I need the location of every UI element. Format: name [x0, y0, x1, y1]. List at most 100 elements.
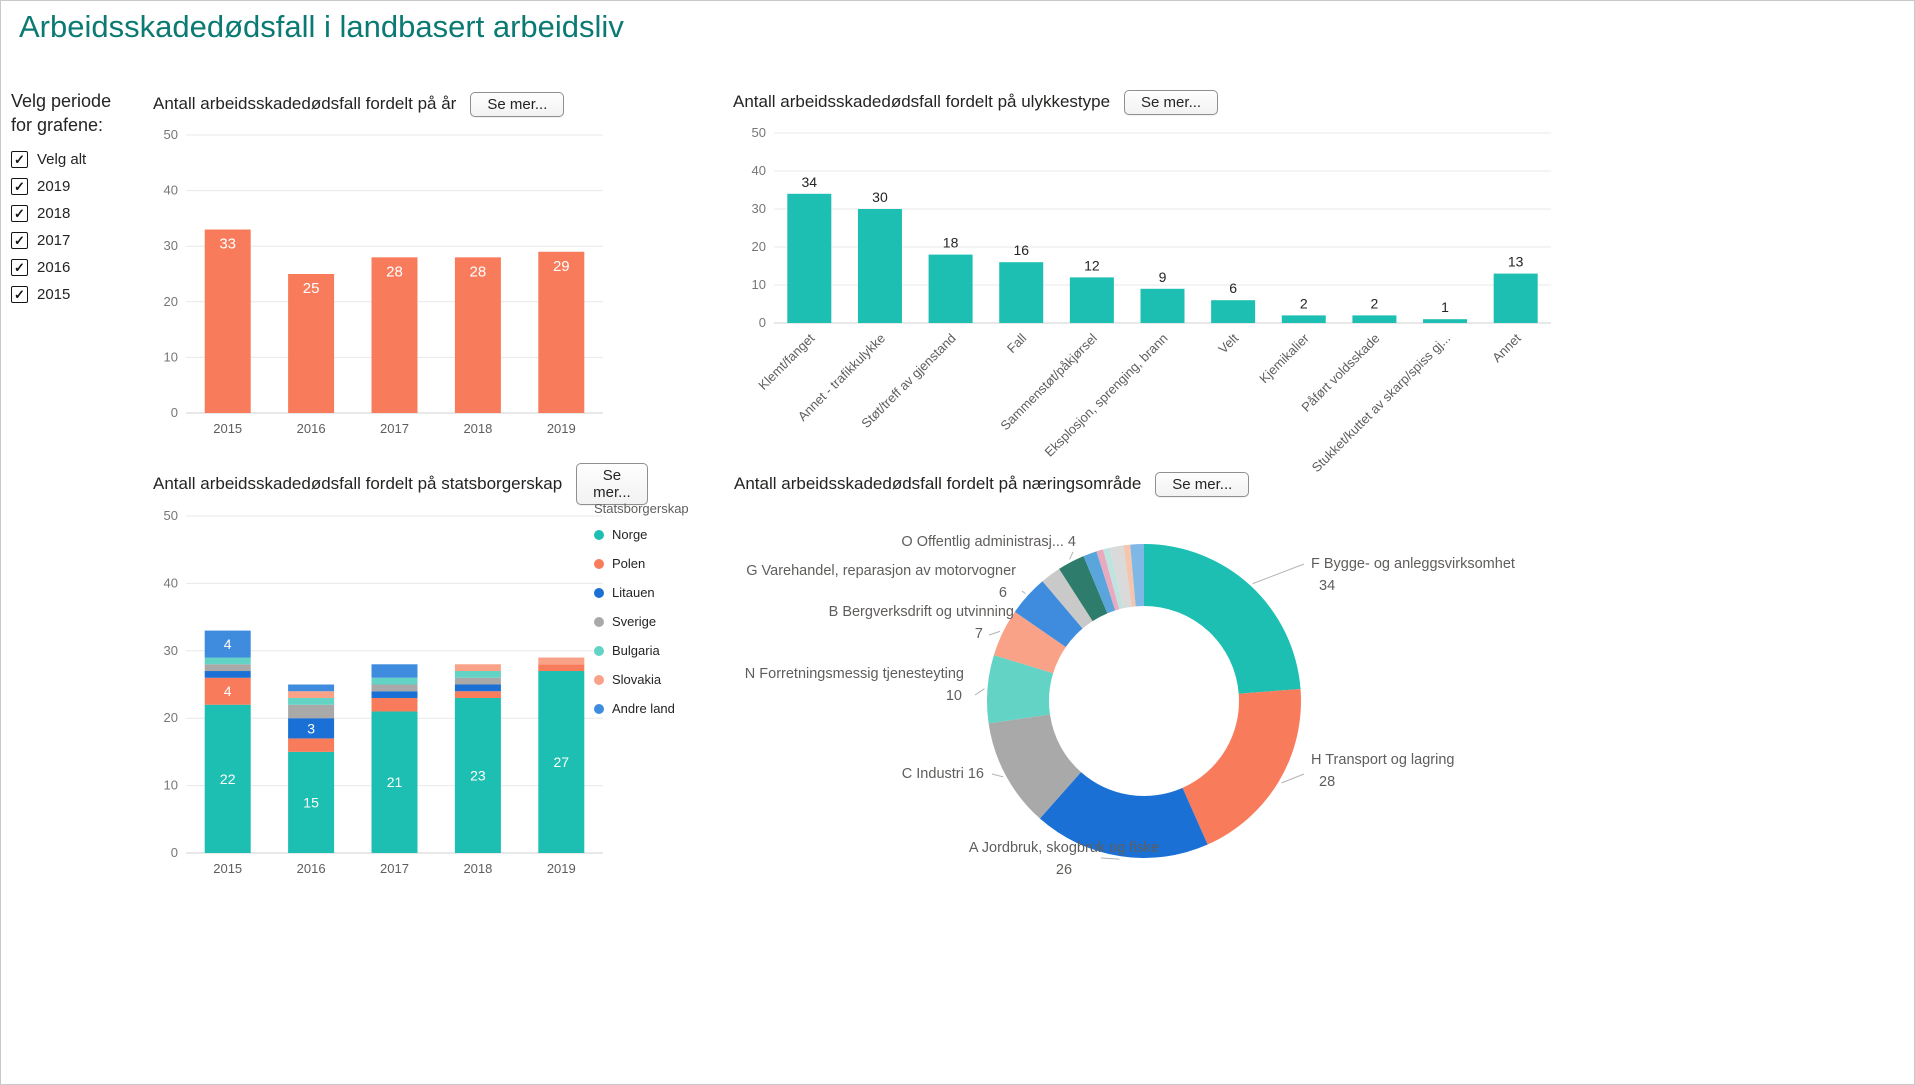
bar-Sammenstøt/påkjørsel[interactable] [1069, 277, 1114, 323]
slice-label-value: 6 [999, 585, 1007, 601]
filter-option-2018[interactable]: ✓ 2018 [11, 205, 143, 222]
checkbox-checked-icon[interactable]: ✓ [11, 232, 28, 249]
filter-options: ✓ Velg alt ✓ 2019 ✓ 2018 ✓ 2017 ✓ 2016 ✓ 2015 [11, 151, 143, 303]
filter-option-2019[interactable]: ✓ 2019 [11, 178, 143, 195]
segment-value-label: 21 [387, 774, 403, 790]
segment-Norge-2019[interactable] [538, 671, 585, 853]
bar-2016[interactable] [288, 274, 335, 413]
slice-label-name: A Jordbruk, skogbruk og fiske [969, 840, 1159, 856]
segment-Litauen-2017[interactable] [371, 691, 418, 698]
segment-Sverige-2018[interactable] [454, 677, 501, 685]
segment-Norge-2015[interactable] [204, 704, 251, 853]
bar-Velt[interactable] [1211, 300, 1256, 323]
citizenship-stacked-bar-chart[interactable]: 0 10 20 30 40 50 22 4 4 2015 15 3 2016 21 2017 23 2018 27… [141, 501, 611, 901]
checkbox-checked-icon[interactable]: ✓ [11, 178, 28, 195]
segment-Litauen-2018[interactable] [454, 684, 501, 692]
segment-value-label: 15 [303, 794, 319, 810]
bar-2017[interactable] [371, 257, 418, 413]
y-tick-label: 30 [164, 643, 178, 658]
donut-slice-N Forretningsmessig tjenesteyting[interactable] [987, 655, 1054, 724]
segment-Litauen-2015[interactable] [204, 671, 251, 678]
see-more-button-citizenship[interactable]: Se mer... [576, 463, 648, 505]
legend-item-andre-land[interactable]: Andre land [594, 701, 689, 716]
segment-Sverige-2017[interactable] [371, 684, 418, 692]
segment-Slovakia-2019[interactable] [538, 657, 585, 665]
bar-Fall[interactable] [999, 262, 1044, 323]
segment-Bulgaria-2017[interactable] [371, 677, 418, 685]
donut-slice-other[interactable] [1042, 568, 1093, 629]
checkbox-checked-icon[interactable]: ✓ [11, 286, 28, 303]
legend-item-norge[interactable]: Norge [594, 527, 689, 542]
legend-item-polen[interactable]: Polen [594, 556, 689, 571]
filter-option-velg-alt[interactable]: ✓ Velg alt [11, 151, 143, 168]
filter-option-2015[interactable]: ✓ 2015 [11, 286, 143, 303]
industry-donut-chart[interactable]: F Bygge- og anleggsvirksomhet 34 H Transpo… [731, 506, 1566, 1081]
donut-slice-other[interactable] [1096, 549, 1120, 611]
segment-Bulgaria-2015[interactable] [204, 657, 251, 665]
segment-Slovakia-2016[interactable] [288, 691, 335, 698]
donut-slice-B Bergverksdrift og utvinning[interactable] [993, 611, 1066, 674]
segment-Norge-2016[interactable] [288, 751, 335, 853]
checkbox-checked-icon[interactable]: ✓ [11, 151, 28, 168]
donut-slice-other[interactable] [1103, 547, 1124, 610]
bar-Stukket/kuttet av skarp/spiss gj...[interactable] [1423, 319, 1468, 323]
see-more-button-year[interactable]: Se mer... [470, 91, 565, 117]
segment-Polen-2015[interactable] [204, 677, 251, 705]
donut-slice-A Jordbruk, skogbruk og fiske[interactable] [1039, 772, 1208, 858]
bar-2019[interactable] [538, 251, 585, 413]
slice-label-name: G Varehandel, reparasjon av motorvogner [746, 563, 1016, 579]
bar-2015[interactable] [204, 229, 251, 413]
filter-option-2016[interactable]: ✓ 2016 [11, 259, 143, 276]
segment-Litauen-2016[interactable] [288, 718, 335, 739]
bar-Påført voldsskade[interactable] [1352, 315, 1397, 323]
segment-Norge-2017[interactable] [371, 711, 418, 853]
legend-item-slovakia[interactable]: Slovakia [594, 672, 689, 687]
bar-Annet - trafikkulykke[interactable] [857, 209, 902, 323]
donut-slice-O Offentlig administrasj...[interactable] [1059, 556, 1108, 622]
legend-item-bulgaria[interactable]: Bulgaria [594, 643, 689, 658]
segment-Sverige-2015[interactable] [204, 664, 251, 672]
segment-Sverige-2016[interactable] [288, 704, 335, 719]
segment-Polen-2016[interactable] [288, 738, 335, 752]
segment-Slovakia-2018[interactable] [454, 664, 501, 672]
chart-by-industry-header: Antall arbeidsskadedødsfall fordelt på n… [731, 467, 1566, 501]
segment-Norge-2018[interactable] [454, 697, 501, 853]
segment-Andre land-2017[interactable] [371, 664, 418, 678]
year-bar-chart[interactable]: 0 10 20 30 40 50 33 2015 25 2016 28 2017 28 2018 29 201… [141, 121, 611, 461]
value-label: 2 [1300, 295, 1308, 311]
donut-slice-other[interactable] [1083, 551, 1116, 614]
see-more-button-accident-type[interactable]: Se mer... [1124, 89, 1219, 115]
value-label: 25 [303, 280, 320, 297]
x-axis-label: 2017 [380, 421, 409, 436]
bar-Annet[interactable] [1493, 273, 1538, 323]
segment-Bulgaria-2016[interactable] [288, 697, 335, 705]
filter-option-2017[interactable]: ✓ 2017 [11, 232, 143, 249]
segment-Bulgaria-2018[interactable] [454, 671, 501, 678]
see-more-button-industry[interactable]: Se mer... [1155, 471, 1250, 497]
y-tick-label: 50 [752, 125, 766, 140]
segment-Polen-2018[interactable] [454, 691, 501, 698]
y-tick-label: 0 [171, 845, 178, 860]
bar-Klemt/fanget[interactable] [787, 193, 832, 323]
donut-slice-other[interactable] [1109, 545, 1132, 609]
donut-slice-H Transport og lagring[interactable] [1182, 688, 1301, 845]
legend-item-litauen[interactable]: Litauen [594, 585, 689, 600]
bar-Støt/treff av gjenstand[interactable] [928, 254, 973, 323]
donut-slice-G Varehandel, reparasjon av motorvogner[interactable] [1014, 581, 1083, 648]
donut-slice-other[interactable] [1123, 544, 1136, 607]
bar-Eksplosjon, sprenging, brann[interactable] [1140, 288, 1185, 323]
donut-slice-F Bygge- og anleggsvirksomhet[interactable] [1144, 544, 1301, 694]
checkbox-checked-icon[interactable]: ✓ [11, 205, 28, 222]
legend-item-sverige[interactable]: Sverige [594, 614, 689, 629]
filter-title: Velg periode for grafene: [11, 89, 143, 137]
bar-2018[interactable] [454, 257, 501, 413]
donut-slice-C Industri[interactable] [988, 714, 1082, 819]
segment-Polen-2019[interactable] [538, 664, 585, 672]
segment-Andre land-2016[interactable] [288, 684, 335, 692]
segment-Andre land-2015[interactable] [204, 630, 251, 658]
donut-slice-other[interactable] [1130, 544, 1144, 607]
segment-Polen-2017[interactable] [371, 697, 418, 712]
bar-Kjemikalier[interactable] [1281, 315, 1326, 323]
checkbox-checked-icon[interactable]: ✓ [11, 259, 28, 276]
